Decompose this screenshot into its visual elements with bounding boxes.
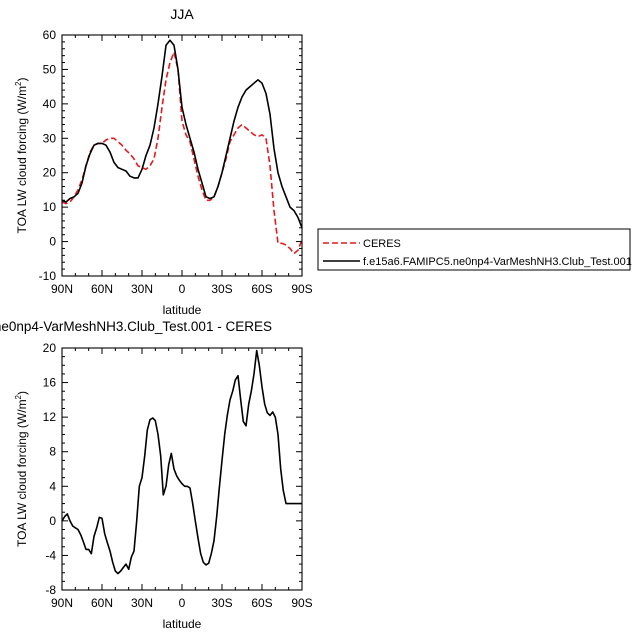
x-axis-label: latitude [163,303,202,317]
y-tick-label: -4 [45,548,56,562]
y-axis-label: TOA LW cloud forcing (W/m2) [14,391,29,547]
y-tick-label: 30 [43,131,57,145]
x-tick-label: 60S [251,596,272,610]
x-tick-label: 0 [179,282,186,296]
legend-label-ceres: CERES [363,238,401,250]
y-tick-label: 16 [43,376,57,390]
top-panel: JJA 90N 60N 30N 0 30S 60S 90S -10 0 10 20 30 40 50 60 la… [14,6,313,317]
x-tick-label: 60S [251,282,272,296]
x-tick-label: 90S [291,282,312,296]
bottom-panel: 5a6.FAMIPC5.ne0np4-VarMeshNH3.Club_Test.… [0,319,313,631]
y-axis-label-main: TOA LW cloud forcing (W/m [15,399,29,547]
x-tick-label: 90S [291,596,312,610]
x-tick-label: 60N [91,282,113,296]
y-axis-label: TOA LW cloud forcing (W/m2) [14,77,29,233]
y-tick-label: 50 [43,62,57,76]
y-tick-label: -10 [39,269,57,283]
y-tick-label: 8 [49,445,56,459]
series-line-model [61,39,303,229]
plot-frame [61,34,303,277]
chart-title: 5a6.FAMIPC5.ne0np4-VarMeshNH3.Club_Test.… [0,319,272,334]
series-line-difference [61,349,302,575]
x-tick-label: 30N [131,596,153,610]
legend: CERES f.e15a6.FAMIPC5.ne0np4-VarMeshNH3.C… [317,228,632,271]
y-axis-label-close: ) [15,391,29,395]
chart-title: JJA [170,6,194,22]
x-axis-label: latitude [163,617,202,631]
y-tick-label: 60 [43,28,57,42]
y-tick-label: 0 [49,514,56,528]
y-tick-label: 20 [43,166,57,180]
y-tick-label: 4 [49,479,56,493]
x-tick-label: 30N [131,282,153,296]
legend-box [317,228,631,271]
y-tick-label: 20 [43,341,57,355]
y-axis-label-sup: 2 [14,394,23,399]
x-tick-label: 90N [51,596,73,610]
y-axis-label-main: TOA LW cloud forcing (W/m [15,86,29,234]
y-tick-label: 0 [49,235,56,249]
x-tick-label: 90N [51,282,73,296]
y-tick-label: 12 [43,410,57,424]
legend-label-model: f.e15a6.FAMIPC5.ne0np4-VarMeshNH3.Club_T… [363,256,632,268]
y-tick-label: -8 [45,583,56,597]
y-tick-label: 10 [43,200,57,214]
x-tick-label: 30S [211,282,232,296]
x-tick-label: 0 [179,596,186,610]
series-line-ceres [61,51,303,255]
y-axis-label-sup: 2 [14,81,23,86]
plot-frame [61,347,303,591]
x-tick-label: 30S [211,596,232,610]
x-tick-label: 60N [91,596,113,610]
y-tick-label: 40 [43,97,57,111]
y-axis-label-close: ) [15,77,29,81]
